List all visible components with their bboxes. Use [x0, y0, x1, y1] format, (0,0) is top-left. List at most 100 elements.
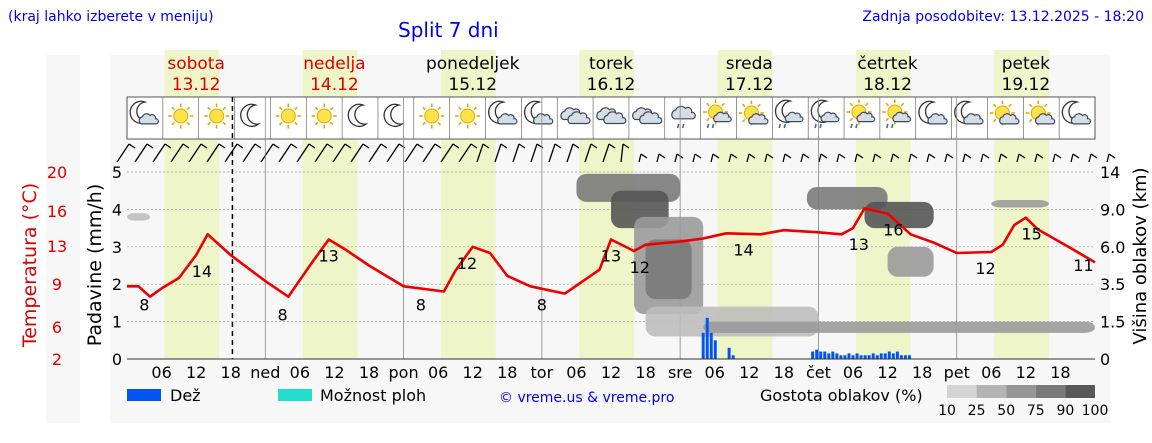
x-tick-label: 12 — [186, 363, 206, 382]
sun-ray — [314, 106, 319, 111]
cloud-density-patch — [806, 186, 888, 210]
wind-barb — [674, 153, 678, 163]
day-date-1: 14.12 — [310, 75, 359, 95]
sun-ray — [849, 117, 854, 122]
sun-ray — [706, 117, 710, 122]
wind-barb-feather — [1054, 153, 1062, 159]
sun-ray — [207, 106, 211, 111]
rain-drops — [886, 123, 894, 129]
wind-barb — [872, 153, 876, 163]
wind-barb-feather — [434, 143, 442, 149]
moon-shape — [383, 103, 405, 127]
wind-barb — [494, 143, 502, 163]
wind-barb — [746, 153, 750, 163]
wind-barb-feather — [694, 153, 702, 159]
wind-barb — [692, 153, 696, 163]
temperature-label: 12 — [975, 259, 995, 278]
legend-shower-swatch — [278, 389, 312, 401]
temperature-tick-label: 16 — [47, 202, 67, 221]
rain-bar — [907, 355, 911, 359]
moon-icon — [240, 103, 261, 127]
sun-ray — [849, 102, 854, 107]
density-step-label: 25 — [968, 403, 986, 419]
day-date-6: 19.12 — [1002, 75, 1051, 95]
cloud-density-patch — [991, 200, 1049, 208]
x-tick-label: ned — [250, 363, 280, 382]
x-tick-label: 18 — [635, 363, 655, 382]
rain-bar — [827, 353, 831, 359]
sun-icon — [275, 103, 301, 129]
cloud-shape — [820, 111, 840, 123]
temperature-label: 16 — [883, 221, 903, 240]
sun-ray — [706, 102, 710, 107]
x-tick-label: 06 — [566, 363, 586, 382]
cloud-rain-icon — [671, 105, 696, 129]
cloud-shape — [497, 113, 518, 125]
cloud-shape — [138, 113, 159, 125]
sun-cloud-rain-icon — [846, 99, 876, 129]
day-date-4: 17.12 — [725, 75, 774, 95]
sun-ray — [992, 103, 997, 108]
wind-barb — [440, 143, 454, 163]
wind-barb-feather — [326, 143, 334, 149]
wind-barb-feather — [928, 153, 936, 159]
sun-icon — [419, 103, 445, 129]
wind-barb — [1106, 153, 1110, 163]
wind-barb — [170, 143, 184, 163]
density-swatch — [947, 385, 977, 398]
wind-barb-feather — [640, 153, 648, 159]
wind-barb — [188, 143, 202, 163]
wind-barb-feather — [182, 143, 190, 149]
legend-rain-label: Dež — [170, 386, 201, 405]
rain-bar — [851, 355, 855, 359]
cloud-shape — [1035, 113, 1056, 125]
wind-barb — [1016, 153, 1020, 163]
density-swatch — [1035, 385, 1066, 398]
rain-bar — [811, 351, 815, 359]
weather-icon-row — [126, 96, 1096, 140]
wind-barb — [134, 143, 148, 163]
cloud-density-patch — [887, 246, 934, 277]
cloud-shape — [892, 111, 912, 123]
wind-barb-feather — [398, 143, 406, 149]
sun-disc — [209, 108, 225, 124]
rain-bar — [855, 353, 859, 359]
cloud-height-tick-label: 1.5 — [1100, 313, 1125, 332]
density-step-label: 50 — [997, 403, 1015, 419]
sun-icon — [311, 103, 337, 129]
day-name-3: torek — [589, 54, 633, 74]
wind-barb — [998, 153, 1002, 163]
wind-barb — [620, 143, 624, 163]
sun-cloud-icon — [738, 100, 769, 126]
wind-barb — [512, 143, 520, 163]
wind-barb — [800, 153, 804, 163]
sun-ray — [864, 102, 869, 107]
sun-ray — [314, 121, 319, 126]
sun-ray — [473, 121, 477, 126]
moon-cloud-rain-icon — [810, 99, 840, 129]
precip-tick-label: 5 — [112, 163, 122, 182]
moon-shape — [347, 103, 369, 127]
wind-barb — [584, 143, 592, 163]
x-tick-label: 12 — [463, 363, 483, 382]
wind-barb — [638, 153, 642, 163]
temperature-axis-title: Temperatura (°C) — [19, 183, 41, 348]
daylight-band — [164, 50, 220, 359]
moon-cloud-icon — [918, 100, 948, 125]
wind-barb — [1088, 153, 1092, 163]
wind-barb — [476, 143, 484, 163]
sun-ray — [885, 102, 890, 107]
day-date-0: 13.12 — [172, 75, 221, 95]
sun-ray — [885, 117, 890, 122]
x-tick-label: 06 — [705, 363, 725, 382]
rain-bar — [835, 353, 839, 359]
rain-bar — [867, 355, 871, 359]
wind-barb — [818, 153, 822, 163]
rain-bar — [815, 349, 819, 359]
sun-ray — [278, 106, 283, 111]
sun-ray — [742, 118, 746, 123]
x-tick-label: 06 — [290, 363, 310, 382]
wind-barb-feather — [380, 143, 388, 149]
wind-barb-feather — [164, 143, 172, 149]
density-step-label: 100 — [1082, 403, 1109, 419]
